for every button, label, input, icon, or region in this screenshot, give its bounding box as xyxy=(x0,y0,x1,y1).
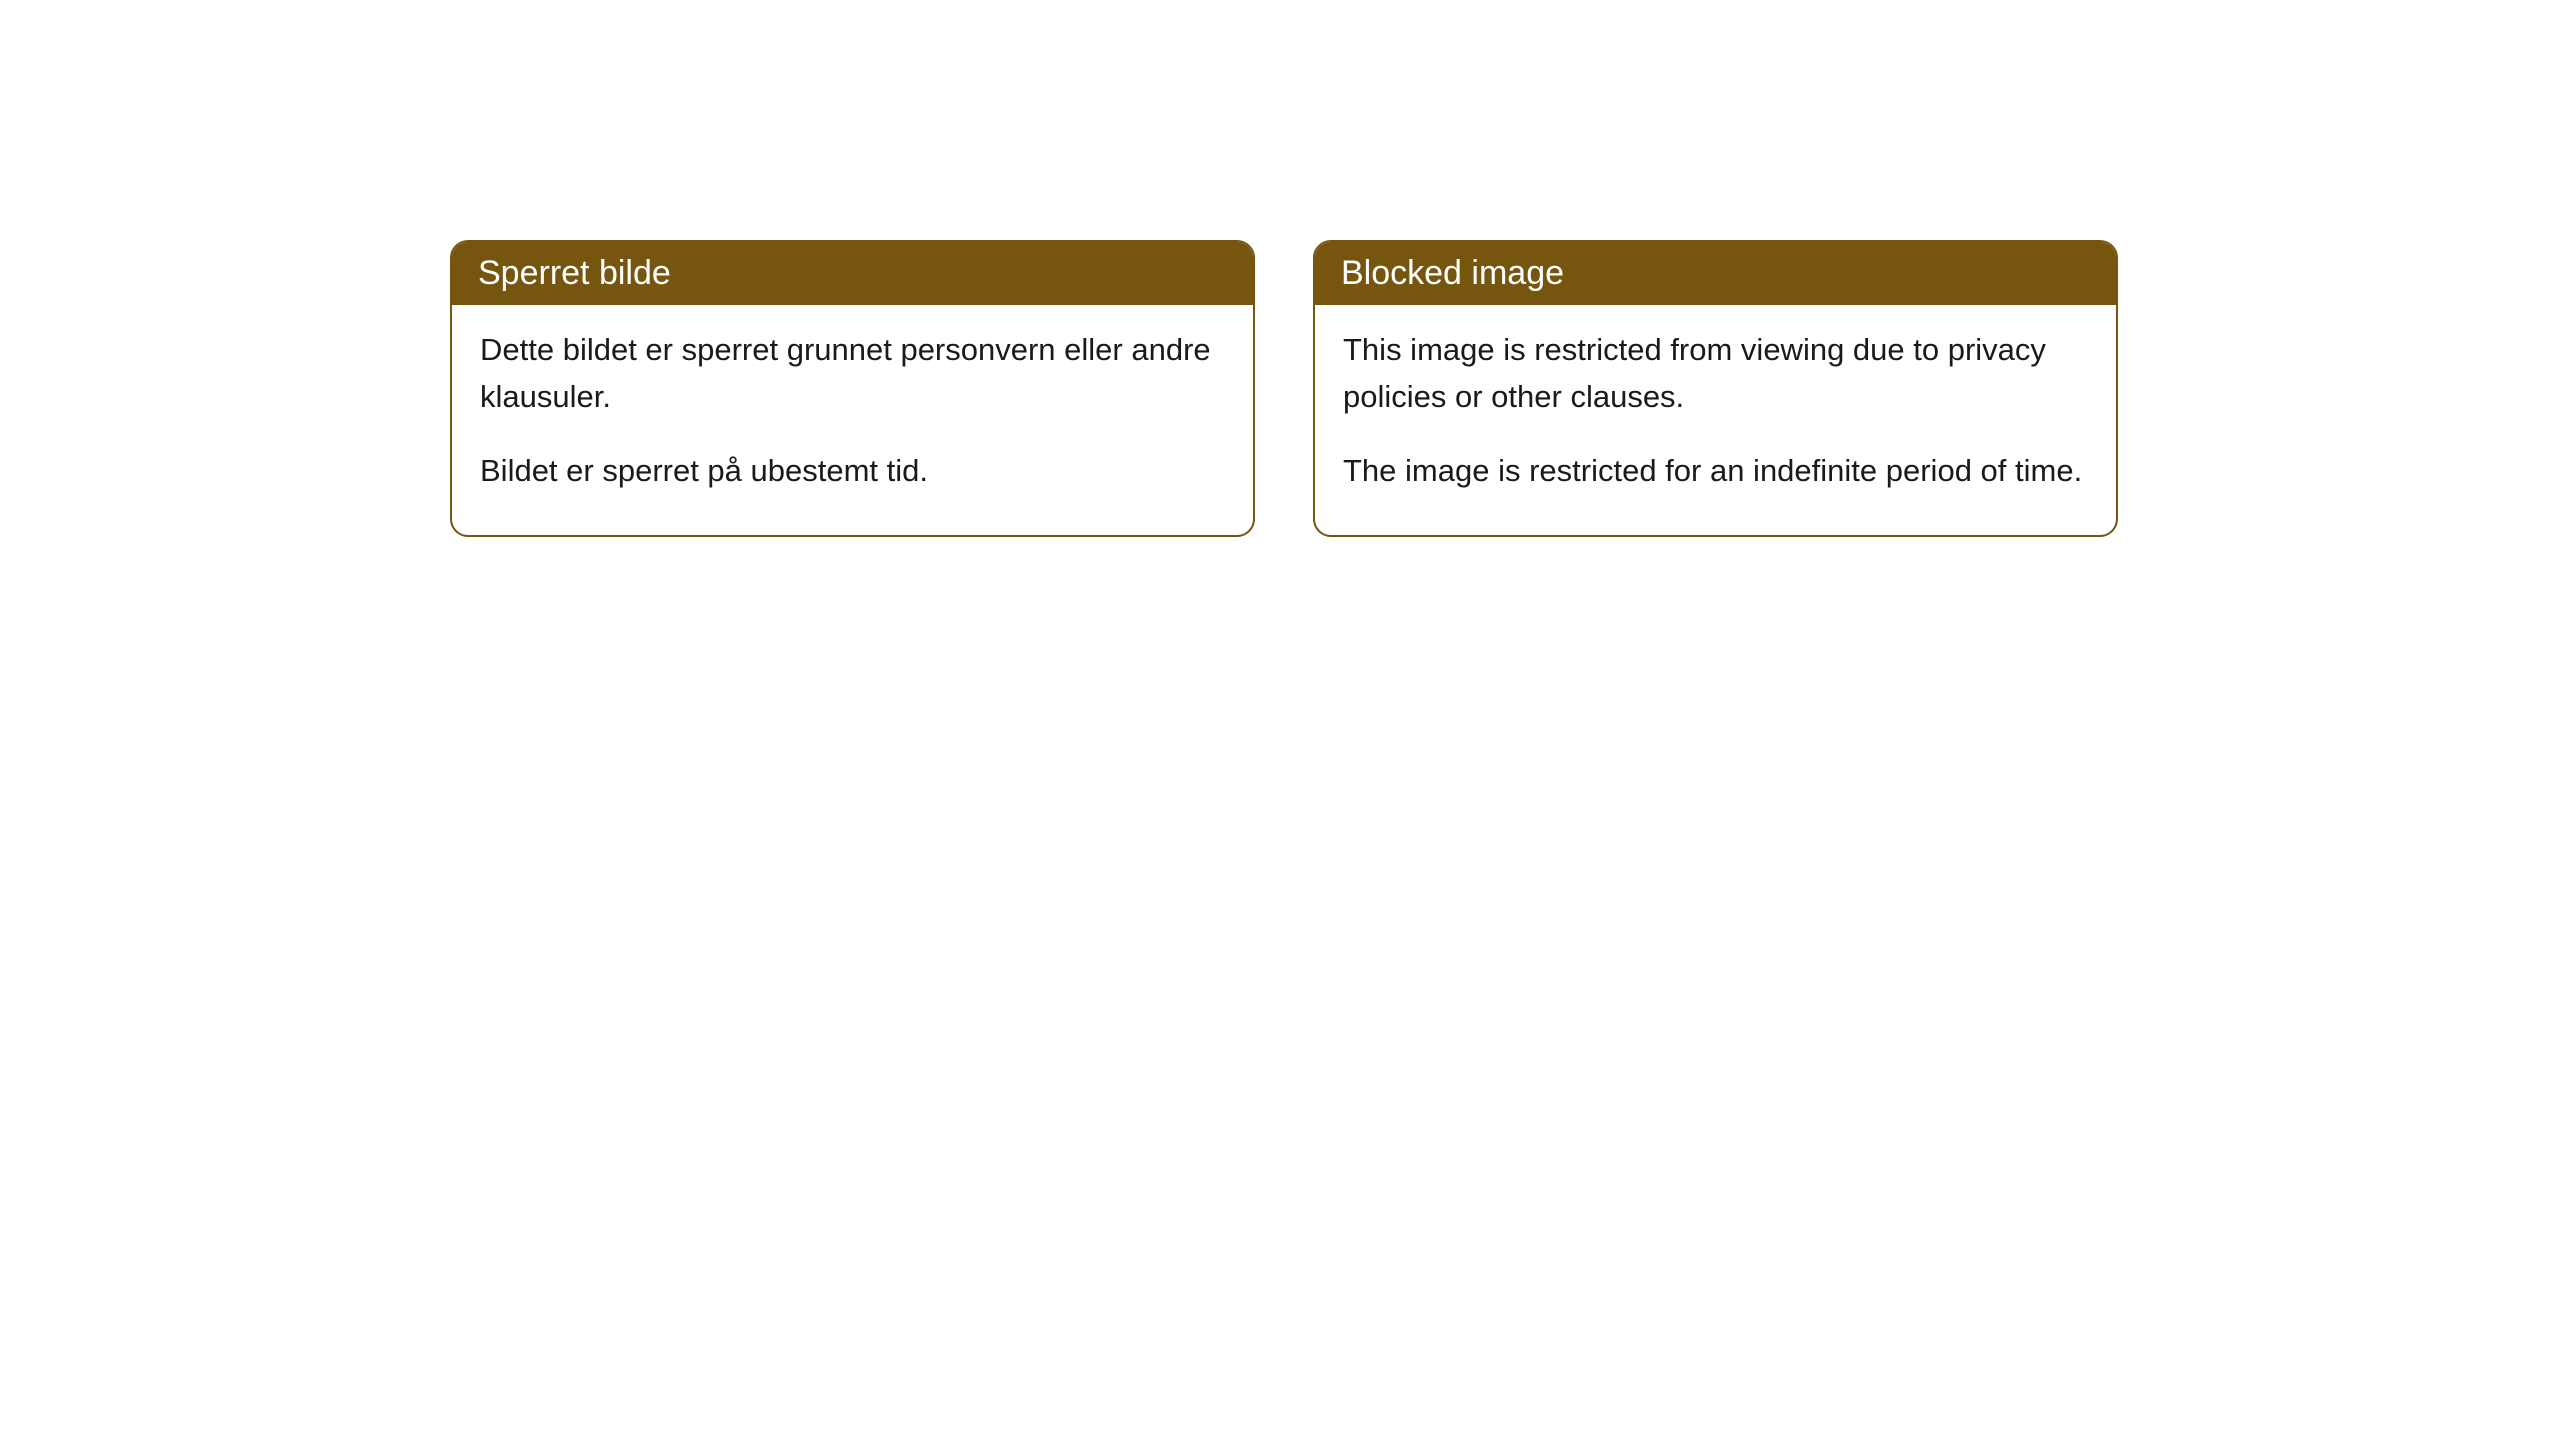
card-paragraph-2: Bildet er sperret på ubestemt tid. xyxy=(480,448,1225,495)
card-paragraph-1: Dette bildet er sperret grunnet personve… xyxy=(480,327,1225,420)
card-body-english: This image is restricted from viewing du… xyxy=(1315,305,2116,535)
card-paragraph-1: This image is restricted from viewing du… xyxy=(1343,327,2088,420)
cards-container: Sperret bilde Dette bildet er sperret gr… xyxy=(450,240,2118,537)
card-paragraph-2: The image is restricted for an indefinit… xyxy=(1343,448,2088,495)
card-title-english: Blocked image xyxy=(1315,242,2116,305)
card-title-norwegian: Sperret bilde xyxy=(452,242,1253,305)
blocked-image-card-english: Blocked image This image is restricted f… xyxy=(1313,240,2118,537)
blocked-image-card-norwegian: Sperret bilde Dette bildet er sperret gr… xyxy=(450,240,1255,537)
card-body-norwegian: Dette bildet er sperret grunnet personve… xyxy=(452,305,1253,535)
